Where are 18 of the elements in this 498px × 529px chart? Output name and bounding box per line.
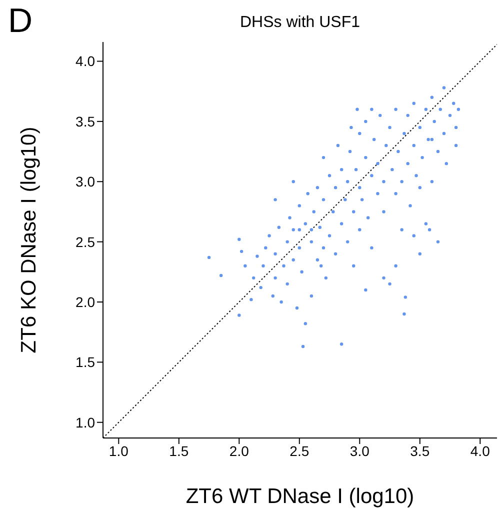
y-tick-label: 4.0 [76, 53, 96, 70]
y-tick-label: 2.0 [76, 294, 96, 310]
chart-title: DHSs with USF1 [238, 14, 362, 32]
x-tick-label: 3.5 [410, 442, 430, 459]
x-axis-title: ZT6 WT DNase I (log10) [186, 485, 414, 508]
x-tick-label: 2.5 [290, 442, 310, 459]
y-tick-label: 3.0 [76, 174, 96, 190]
y-axis-title: ZT6 KO DNase I (log10) [17, 126, 40, 354]
text: D [8, 2, 33, 41]
x-tick-label: 2.0 [229, 442, 250, 459]
y-tick-label: 1.5 [76, 354, 96, 370]
y-tick-label: 3.5 [76, 113, 96, 130]
x-tick-label: 1.0 [108, 442, 129, 459]
y-tick-label: 2.5 [76, 234, 96, 250]
x-tick-label: 3.0 [350, 442, 370, 459]
y-tick-label: 1.0 [76, 414, 96, 430]
x-tick-label: 1.5 [169, 442, 189, 459]
x-tick-label: 4.0 [470, 442, 490, 459]
